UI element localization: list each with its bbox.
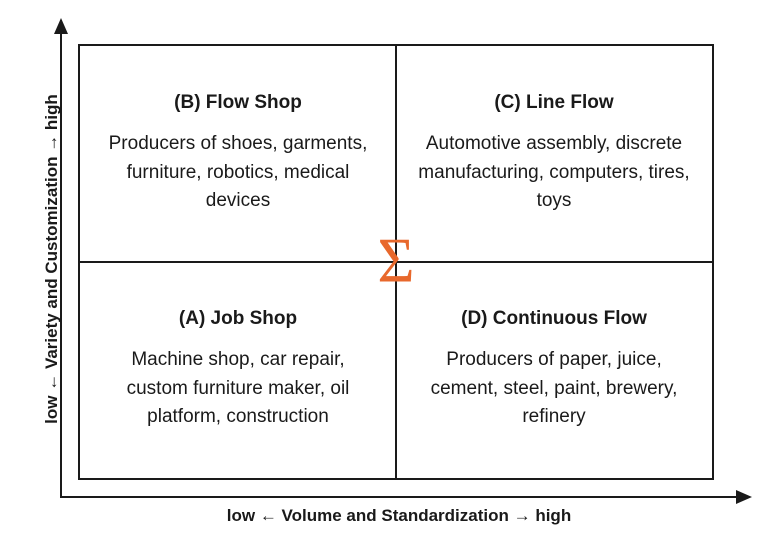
quadrant-flow-shop: (B) Flow Shop Producers of shoes, garmen… (80, 46, 396, 262)
quadrant-description: Machine shop, car repair, custom furnitu… (100, 346, 376, 432)
quadrant-job-shop: (A) Job Shop Machine shop, car repair, c… (80, 262, 396, 478)
x-axis-arrow-icon (736, 490, 752, 504)
x-axis-line (60, 496, 738, 498)
quadrant-title: (A) Job Shop (100, 308, 376, 330)
quadrant-grid: (B) Flow Shop Producers of shoes, garmen… (78, 44, 714, 480)
quadrant-description: Producers of shoes, garments, furniture,… (100, 130, 376, 216)
y-axis-arrow-icon (54, 18, 68, 34)
quadrant-title: (C) Line Flow (416, 92, 692, 114)
quadrant-title: (B) Flow Shop (100, 92, 376, 114)
quadrant-description: Producers of paper, juice, cement, steel… (416, 346, 692, 432)
y-axis-line (60, 20, 62, 498)
quadrant-chart: (B) Flow Shop Producers of shoes, garmen… (60, 20, 748, 527)
y-axis-label: low ← Variety and Customization → high (42, 20, 62, 498)
quadrant-description: Automotive assembly, discrete manufactur… (416, 130, 692, 216)
x-axis-label: low ← Volume and Standardization → high (60, 506, 738, 526)
quadrant-title: (D) Continuous Flow (416, 308, 692, 330)
quadrant-line-flow: (C) Line Flow Automotive assembly, discr… (396, 46, 712, 262)
quadrant-continuous-flow: (D) Continuous Flow Producers of paper, … (396, 262, 712, 478)
